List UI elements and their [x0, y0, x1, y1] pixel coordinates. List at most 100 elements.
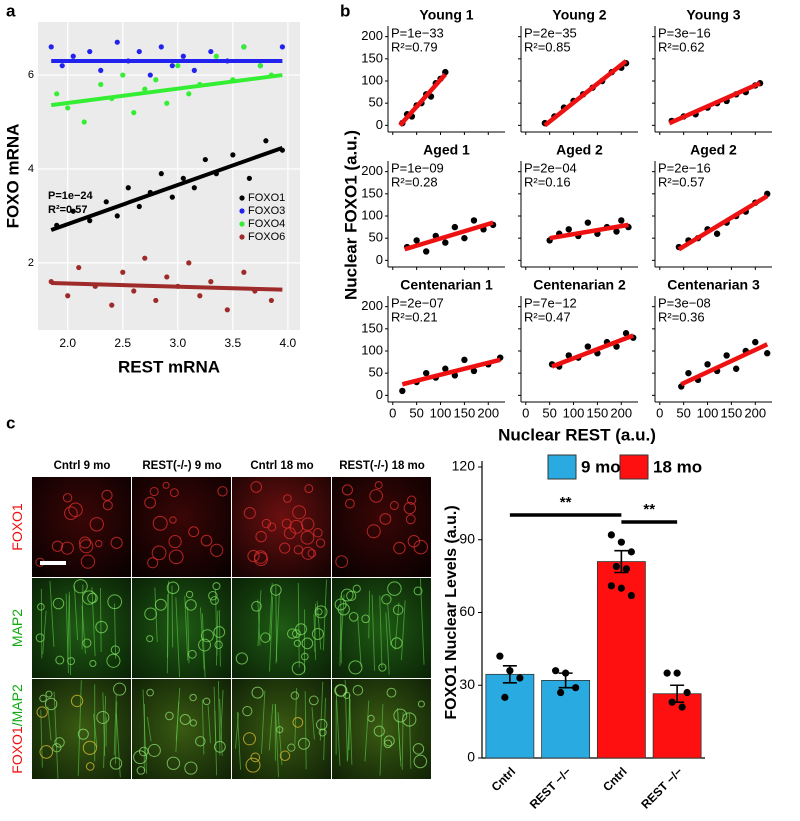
point [147, 72, 153, 78]
cell [147, 557, 159, 569]
point [191, 67, 197, 73]
point [617, 538, 625, 546]
point [506, 667, 514, 675]
bar [652, 693, 702, 759]
x-tick-label: 50 [676, 405, 690, 420]
point [461, 356, 468, 364]
cell [185, 590, 194, 599]
dendrite [53, 691, 59, 779]
column-header: Cntrl 9 mo [54, 460, 111, 472]
point [565, 352, 572, 359]
cell [64, 506, 78, 521]
point [752, 338, 759, 346]
y-tick-label: 50 [369, 365, 383, 380]
error-bar [614, 549, 629, 574]
cell [60, 541, 74, 555]
point [98, 67, 104, 73]
x-axis-label: Nuclear REST (a.u.) [498, 425, 656, 444]
cell [146, 688, 154, 697]
fit-line [543, 59, 628, 128]
cell [413, 754, 428, 769]
point [627, 548, 635, 556]
column-header: Cntrl 18 mo [250, 460, 313, 472]
point [114, 213, 120, 219]
cell [184, 761, 198, 775]
point [552, 667, 560, 675]
cell [107, 594, 123, 610]
x-tick-label: Cntrl [600, 764, 630, 794]
p-value: P=2e−16 [658, 160, 711, 175]
cell [315, 538, 326, 548]
cell [62, 493, 73, 503]
cell [287, 628, 298, 639]
cell [297, 737, 310, 750]
dendrite [257, 599, 261, 646]
cell [287, 743, 296, 752]
x-tick-label: 2.5 [114, 336, 131, 350]
column-header: REST(-/-) 18 mo [339, 460, 425, 472]
point [169, 194, 175, 200]
bar [541, 680, 591, 759]
point [169, 63, 175, 69]
point [87, 218, 93, 224]
point [125, 185, 131, 191]
cell [169, 488, 179, 498]
point [257, 63, 263, 69]
y-tick-label: 200 [361, 28, 383, 43]
cell [166, 756, 181, 770]
dendrite [275, 585, 278, 662]
panel-title: Centenarian 2 [533, 277, 626, 293]
cell [255, 530, 267, 543]
cell [212, 582, 221, 591]
micrograph [232, 477, 331, 577]
cell [352, 685, 364, 696]
cell [208, 591, 218, 601]
cell [96, 710, 110, 724]
cell [315, 608, 323, 616]
y-tick-label: 30 [459, 676, 475, 692]
bar [596, 561, 646, 759]
fit-line [677, 194, 769, 252]
cell [106, 653, 121, 668]
dendrite [42, 610, 47, 655]
p-value: P=2e−04 [524, 160, 577, 175]
significance-label: ** [560, 494, 572, 511]
cell [335, 555, 349, 569]
cell [70, 694, 84, 708]
p-value: P=3e−08 [658, 295, 711, 310]
fit-line [50, 73, 283, 108]
point [442, 365, 449, 372]
cell [214, 640, 223, 649]
point [180, 53, 186, 59]
y-tick-label: 150 [361, 50, 383, 65]
point [423, 248, 430, 255]
cell [366, 524, 381, 539]
dendrite [268, 704, 274, 751]
dendrite [207, 705, 211, 744]
y-tick-label: 120 [452, 458, 476, 474]
legend-swatch [239, 208, 245, 214]
point [81, 119, 87, 125]
p-value: P=2e−35 [524, 25, 577, 40]
point [180, 175, 186, 181]
cell [202, 697, 211, 706]
point [557, 688, 565, 697]
fit-line [668, 81, 761, 126]
cell [198, 638, 211, 652]
cell [51, 540, 64, 552]
cell [402, 712, 417, 727]
point [622, 565, 630, 573]
point [423, 369, 430, 377]
cell [39, 745, 54, 759]
point [516, 674, 524, 682]
point [470, 367, 478, 375]
dendrite [371, 594, 375, 671]
cell [200, 629, 214, 643]
cell [250, 752, 261, 763]
point [663, 669, 671, 677]
cell [405, 514, 416, 525]
cell [308, 695, 319, 706]
point [263, 138, 269, 144]
cell [195, 736, 206, 747]
